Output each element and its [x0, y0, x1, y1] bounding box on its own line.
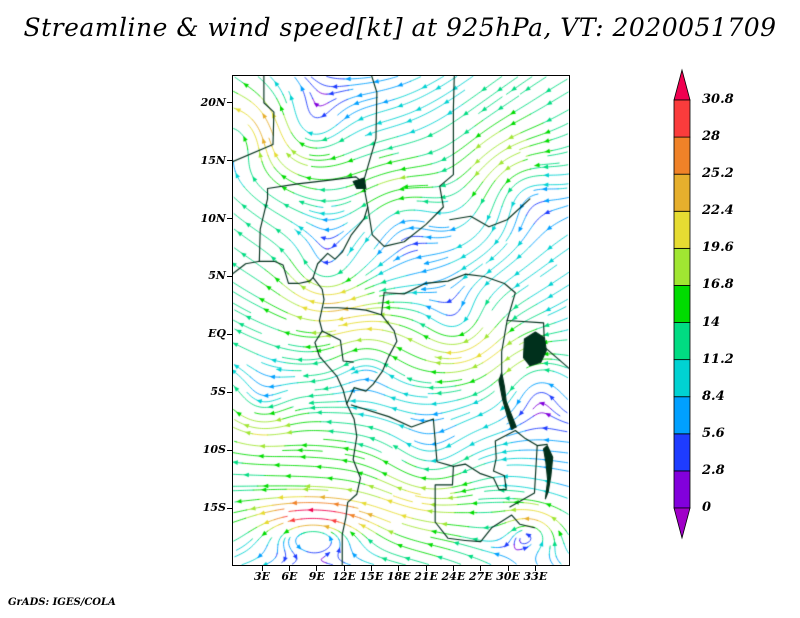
- x-tick-mark: [480, 566, 482, 571]
- colorbar-label: 30.8: [702, 92, 734, 107]
- y-tick-mark: [227, 218, 232, 220]
- y-tick-label: 5N: [208, 269, 226, 283]
- x-tick-mark: [288, 566, 290, 571]
- colorbar-label: 5.6: [702, 425, 725, 441]
- y-axis-labels: 20N 15N 10N 5N EQ 5S 10S 15S: [180, 75, 226, 566]
- y-tick-label: 15N: [200, 153, 226, 167]
- colorbar-label: 28: [702, 129, 721, 145]
- x-tick-label: 6E: [281, 570, 298, 583]
- colorbar: 0 2.8 5.6 8.4 11.2 14 16.8 19.6 22.4 25.2 28 30.8: [664, 58, 794, 558]
- x-tick-label: 12E: [332, 570, 356, 583]
- colorbar-segment: [673, 285, 691, 323]
- attribution: GrADS: IGES/COLA: [8, 597, 116, 608]
- x-tick-label: 30E: [496, 570, 520, 583]
- colorbar-label: 14: [702, 314, 721, 330]
- x-tick-mark: [316, 566, 318, 571]
- y-tick-label: EQ: [208, 327, 226, 341]
- x-tick-label: 9E: [308, 570, 325, 583]
- x-tick-label: 27E: [468, 570, 493, 583]
- streamline-canvas: [232, 75, 570, 566]
- x-tick-label: 33E: [523, 570, 548, 583]
- colorbar-segment: [673, 210, 691, 249]
- colorbar-segment: [673, 322, 691, 361]
- x-tick-mark: [370, 566, 372, 571]
- colorbar-segment: [673, 99, 691, 138]
- x-tick-mark: [452, 566, 454, 571]
- colorbar-label: 22.4: [702, 203, 734, 219]
- colorbar-label: 11.2: [702, 351, 734, 367]
- y-tick-label: 10N: [200, 211, 226, 225]
- colorbar-segment: [673, 136, 691, 175]
- colorbar-label: 16.8: [702, 277, 734, 293]
- colorbar-label: 0: [702, 500, 712, 515]
- colorbar-segment: [673, 359, 691, 398]
- colorbar-segment: [673, 396, 691, 435]
- x-tick-mark: [398, 566, 400, 571]
- x-tick-mark: [343, 566, 345, 571]
- colorbar-segment: [673, 247, 691, 286]
- y-tick-mark: [227, 102, 232, 104]
- x-tick-label: 18E: [386, 570, 411, 583]
- colorbar-label: 8.4: [702, 388, 725, 404]
- colorbar-label: 25.2: [702, 166, 734, 182]
- y-tick-mark: [227, 449, 232, 451]
- colorbar-graphic: [673, 68, 691, 540]
- y-tick-mark: [227, 507, 232, 509]
- y-tick-label: 20N: [200, 95, 226, 109]
- colorbar-label: 19.6: [702, 240, 734, 256]
- x-tick-mark: [261, 566, 263, 571]
- y-tick-mark: [227, 275, 232, 277]
- colorbar-arrow-top: [673, 68, 691, 101]
- x-tick-label: 3E: [254, 570, 271, 583]
- colorbar-segment: [673, 173, 691, 212]
- y-tick-label: 5S: [210, 385, 226, 399]
- plot-title: Streamline & wind speed[kt] at 925hPa, V…: [23, 13, 777, 42]
- y-tick-mark: [227, 160, 232, 162]
- x-tick-label: 24E: [441, 570, 466, 583]
- x-tick-label: 15E: [359, 570, 384, 583]
- colorbar-arrow-bottom: [673, 507, 691, 540]
- x-tick-mark: [534, 566, 536, 571]
- x-tick-mark: [507, 566, 509, 571]
- x-axis-labels: 3E 6E 9E 12E 15E 18E 21E 24E 27E 30E 33E: [232, 570, 570, 586]
- map-area: [232, 75, 570, 566]
- y-tick-label: 15S: [202, 501, 226, 515]
- colorbar-segment: [673, 470, 691, 509]
- colorbar-label: 2.8: [702, 462, 725, 478]
- y-tick-mark: [227, 391, 232, 393]
- x-tick-label: 21E: [414, 570, 438, 583]
- colorbar-segment: [673, 433, 691, 472]
- y-tick-mark: [227, 333, 232, 335]
- x-tick-mark: [425, 566, 427, 571]
- y-tick-label: 10S: [202, 443, 226, 457]
